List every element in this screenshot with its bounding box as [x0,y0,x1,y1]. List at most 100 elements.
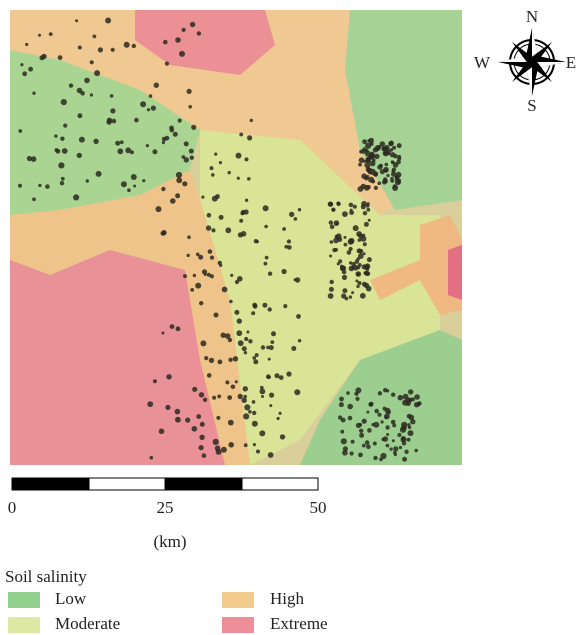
field-dot [196,414,201,419]
field-dot [61,177,65,181]
field-dot [268,452,274,458]
field-dot [397,143,402,148]
scale-label: 25 [157,498,174,517]
field-dot [345,297,349,301]
field-dot [355,387,361,393]
field-dot [277,417,280,420]
field-dot [351,440,355,444]
field-dot [98,47,103,52]
field-dot [195,283,201,289]
field-dot [364,162,370,168]
field-dot [210,166,214,170]
field-dot [45,184,50,189]
field-dot [336,233,342,239]
field-dot [271,331,276,336]
field-dot [392,185,398,191]
field-dot [369,153,375,159]
scale-segment [165,478,242,490]
field-dot [150,456,154,460]
field-dot [279,375,284,380]
field-dot [389,141,394,146]
field-dot [265,256,269,260]
field-dot [40,55,45,60]
field-dot [248,410,252,414]
field-dot [393,162,399,168]
field-dot [340,265,346,271]
field-dot [363,211,367,215]
field-dot [244,404,250,410]
field-dot [261,345,265,349]
field-dot [385,408,391,414]
field-dot [234,310,239,315]
field-dot [377,181,381,185]
field-dot [62,148,68,154]
field-dot [84,78,90,84]
field-dot [121,181,127,187]
field-dot [270,340,274,344]
field-dot [176,177,182,183]
field-dot [192,387,197,392]
field-dot [386,174,389,177]
field-dot [359,433,364,438]
field-dot [187,89,192,94]
field-dot [367,428,372,433]
field-dot [414,449,418,453]
field-dot [330,280,334,284]
field-dot [239,133,243,137]
field-dot [408,389,413,394]
field-dot [200,340,206,346]
field-dot [132,44,136,48]
field-dot [390,179,394,183]
field-dot [279,412,282,415]
field-dot [162,141,165,144]
field-dot [190,156,194,160]
field-dot [386,389,389,392]
field-dot [268,272,272,276]
field-dot [111,48,115,52]
field-dot [189,149,194,154]
field-dot [222,287,228,293]
field-dot [142,179,145,182]
map [10,10,462,465]
field-dot [242,346,247,351]
field-dot [364,222,369,227]
field-dot [161,231,166,236]
legend: LowModerateHighExtreme [8,589,328,633]
field-dot [215,194,220,199]
field-dot [269,393,274,398]
field-dot [329,287,334,292]
field-dot [382,180,387,185]
field-dot [32,92,35,95]
field-dot [391,393,395,397]
field-dot [408,430,414,436]
field-dot [338,259,342,263]
legend-label: Moderate [55,614,120,633]
page: 0 25 50 (km) N S W E Soil salinity LowMo… [0,0,577,635]
field-dot [124,42,130,48]
field-dot [175,193,180,198]
field-dot [165,62,169,66]
extreme-zone [448,245,462,300]
field-dot [60,137,64,141]
field-dot [365,440,370,445]
field-dot [198,255,203,260]
field-dot [358,186,364,192]
field-dot [93,139,98,144]
field-dot [235,280,239,284]
field-dot [363,242,367,246]
field-dot [373,456,377,460]
field-dot [389,447,392,450]
scale-label: 0 [8,498,17,517]
field-dot [165,405,170,410]
field-dot [20,63,23,66]
field-dot [207,213,212,218]
field-dot [117,148,123,154]
field-dot [287,245,292,250]
field-dot [233,356,238,361]
field-dot [407,438,411,442]
field-dot [163,40,168,45]
field-dot [18,184,22,188]
field-dot [93,35,97,39]
field-dot [151,106,156,111]
field-dot [79,137,85,143]
